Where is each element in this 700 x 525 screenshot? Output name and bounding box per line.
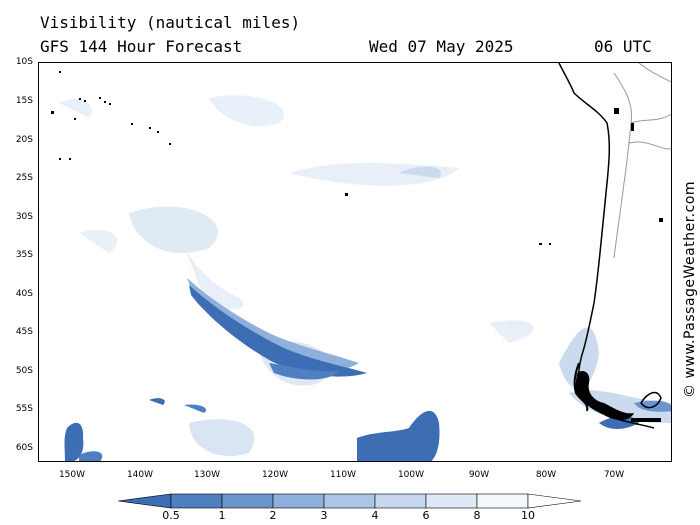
legend-tick-3: 3 — [320, 509, 328, 522]
legend-swatch-4-6 — [374, 493, 427, 509]
legend-swatch-above-10 — [527, 493, 582, 509]
lon-label-80w: 80W — [535, 470, 557, 480]
country-borders — [613, 63, 671, 259]
forecast-subtitle: GFS 144 Hour Forecast — [40, 37, 243, 56]
forecast-date: Wed 07 May 2025 — [369, 37, 514, 56]
lon-label-70w: 70W — [603, 470, 625, 480]
legend-swatch-3-4 — [323, 493, 376, 509]
legend-tick-2: 2 — [269, 509, 277, 522]
legend-swatch-1-2 — [221, 493, 274, 509]
lat-label-15s: 15S — [15, 96, 33, 106]
lat-label-25s: 25S — [15, 173, 33, 183]
visibility-map — [38, 62, 672, 462]
lat-label-10s: 10S — [15, 57, 33, 67]
legend-tick-6: 6 — [422, 509, 430, 522]
lon-label-90w: 90W — [468, 470, 490, 480]
credit-text: © www.PassageWeather.com — [682, 180, 698, 398]
lat-label-40s: 40S — [15, 289, 33, 299]
lon-label-120w: 120W — [261, 470, 289, 480]
legend-swatch-2-3 — [272, 493, 325, 509]
southern-archipelago — [575, 371, 661, 422]
lon-label-130w: 130W — [193, 470, 221, 480]
lat-label-30s: 30S — [15, 212, 33, 222]
legend-swatch-below-0-5 — [118, 493, 172, 509]
visibility-haze-layer — [59, 95, 671, 457]
legend-swatch-8-10 — [476, 493, 529, 509]
forecast-time: 06 UTC — [594, 37, 652, 56]
lon-label-100w: 100W — [397, 470, 425, 480]
visibility-legend-bar — [118, 493, 582, 509]
pacific-islands — [51, 71, 663, 245]
lon-label-110w: 110W — [329, 470, 357, 480]
low-visibility-band — [187, 278, 367, 380]
lat-label-55s: 55S — [15, 404, 33, 414]
lat-label-35s: 35S — [15, 250, 33, 260]
map-title: Visibility (nautical miles) — [40, 13, 301, 32]
lon-label-140w: 140W — [126, 470, 154, 480]
legend-tick-4: 4 — [371, 509, 379, 522]
lat-label-20s: 20S — [15, 135, 33, 145]
legend-swatch-0-5-1 — [170, 493, 223, 509]
legend-tick-8: 8 — [473, 509, 481, 522]
legend-swatch-6-8 — [425, 493, 478, 509]
map-canvas — [51, 63, 671, 461]
southern-fog-patches — [64, 398, 671, 461]
lat-label-50s: 50S — [15, 366, 33, 376]
legend-tick-10: 10 — [521, 509, 535, 522]
lon-label-150w: 150W — [58, 470, 86, 480]
lat-label-60s: 60S — [15, 443, 33, 453]
legend-tick-1: 1 — [218, 509, 226, 522]
legend-tick-0-5: 0.5 — [162, 509, 180, 522]
lat-label-45s: 45S — [15, 327, 33, 337]
